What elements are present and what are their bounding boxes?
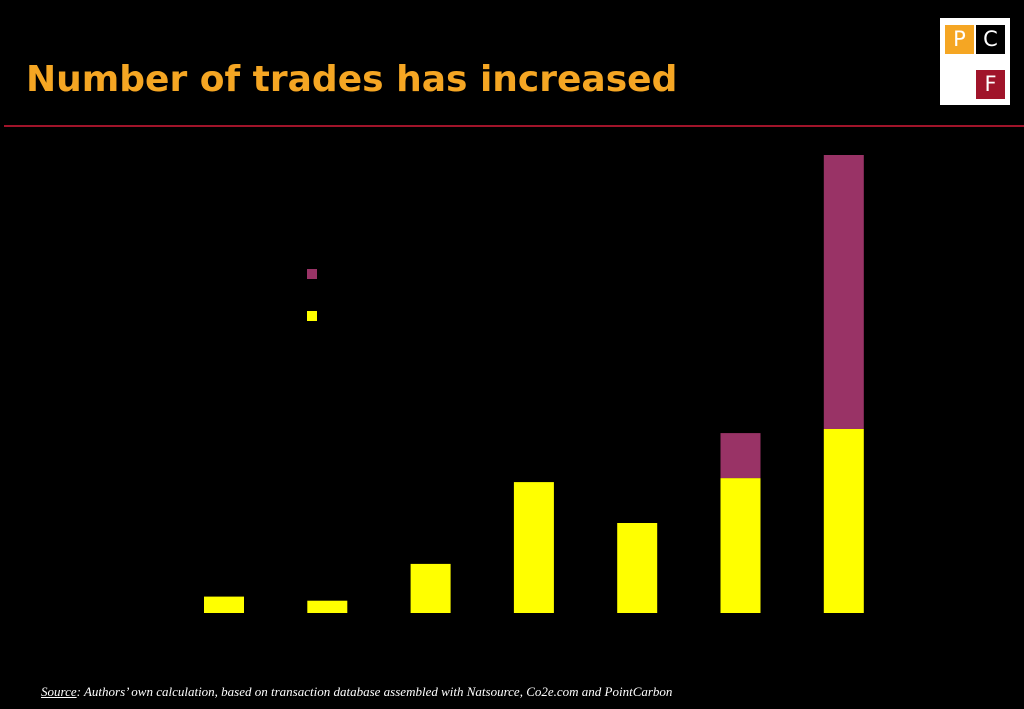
bar-3-series-1 (410, 563, 451, 613)
logo-letter-c: C (976, 25, 1005, 54)
bar-4-series-1 (513, 482, 554, 613)
legend-marker-2 (307, 311, 317, 321)
chart-bars (204, 155, 864, 613)
pcf-logo: P C F (940, 18, 1010, 105)
trades-bar-chart (204, 155, 864, 613)
bar-7-series-2 (823, 155, 864, 429)
page-title: Number of trades has increased (26, 59, 678, 100)
bar-1-series-1 (204, 596, 244, 613)
bar-6-series-2 (720, 433, 761, 479)
source-note: Source: Authors’ own calculation, based … (41, 684, 672, 700)
title-divider (4, 125, 1024, 127)
source-text: : Authors’ own calculation, based on tra… (76, 684, 673, 699)
chart-legend (307, 269, 317, 321)
bar-7-series-1 (823, 429, 864, 613)
bar-6-series-1 (720, 478, 761, 613)
legend-marker-1 (307, 269, 317, 279)
logo-letter-f: F (976, 70, 1005, 99)
logo-letter-p: P (945, 25, 974, 54)
bar-2-series-1 (307, 600, 348, 613)
bar-5-series-1 (617, 523, 658, 613)
source-label: Source (41, 684, 77, 699)
